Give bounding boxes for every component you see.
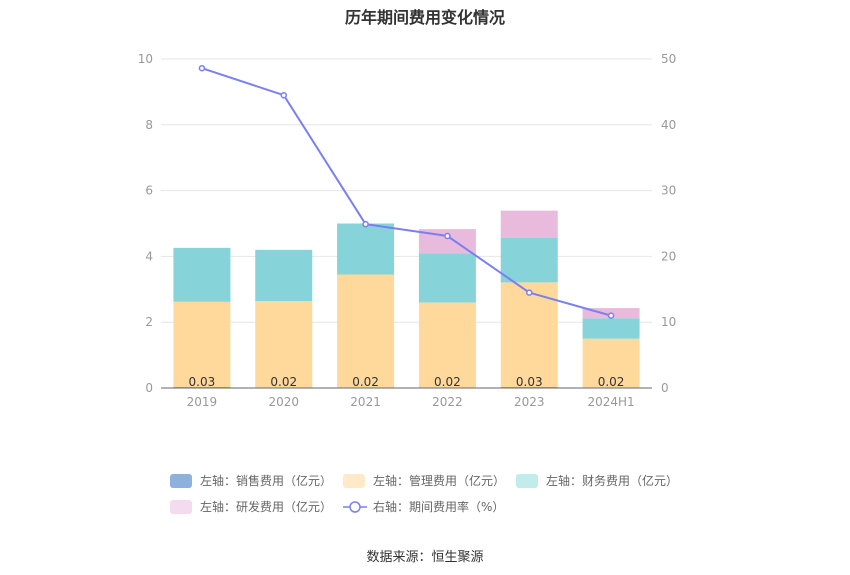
bar-value-label: 0.03 bbox=[516, 375, 543, 389]
y-left-tick-label: 8 bbox=[145, 118, 153, 132]
bar-value-label: 0.02 bbox=[270, 375, 297, 389]
legend-item-admin[interactable]: 左轴：管理费用（亿元） bbox=[343, 472, 505, 489]
legend-item-rnd[interactable]: 左轴：研发费用（亿元） bbox=[170, 498, 332, 515]
bar-segment-2 bbox=[418, 253, 476, 303]
bar-value-label: 0.02 bbox=[598, 375, 625, 389]
expense-ratio-point bbox=[198, 64, 206, 72]
bar-value-label: 0.02 bbox=[352, 375, 379, 389]
source-note: 数据来源：恒生聚源 bbox=[366, 550, 484, 565]
y-right-tick-label: 30 bbox=[661, 184, 676, 198]
legend-label-rnd: 左轴：研发费用（亿元） bbox=[200, 500, 333, 514]
legend-swatch-rnd bbox=[170, 499, 192, 514]
y-left-tick-label: 4 bbox=[145, 249, 153, 263]
bar-segment-2 bbox=[500, 237, 558, 283]
bar-segment-3 bbox=[500, 210, 558, 238]
legend-label-finance: 左轴：财务费用（亿元） bbox=[546, 474, 679, 488]
legend-line-icon bbox=[343, 500, 367, 513]
expense-ratio-point bbox=[607, 312, 615, 319]
y-right-tick-label: 0 bbox=[661, 381, 669, 395]
bar-segment-2 bbox=[337, 223, 395, 275]
y-right-tick-label: 20 bbox=[661, 249, 676, 263]
y-right-tick-label: 50 bbox=[661, 52, 676, 66]
y-left-tick-label: 0 bbox=[145, 381, 153, 395]
x-tick-label: 2020 bbox=[268, 395, 299, 409]
expense-ratio-line bbox=[201, 67, 612, 317]
legend-swatch-sales bbox=[170, 473, 192, 488]
chart-title: 历年期间费用变化情况 bbox=[344, 8, 505, 27]
legend-swatch-admin bbox=[343, 473, 365, 488]
legend-label-sales: 左轴：销售费用（亿元） bbox=[200, 474, 333, 488]
expense-ratio-point bbox=[362, 220, 369, 228]
bar-segment-2 bbox=[582, 318, 640, 339]
x-tick-label: 2024H1 bbox=[587, 395, 634, 409]
bar-segment-1 bbox=[500, 282, 558, 388]
expense-ratio-point bbox=[526, 289, 533, 296]
legend-item-finance[interactable]: 左轴：财务费用（亿元） bbox=[516, 472, 678, 489]
legend-swatch-finance bbox=[516, 473, 538, 488]
bar-segment-1 bbox=[337, 274, 395, 388]
bar-segment-2 bbox=[255, 249, 313, 302]
expense-ratio-point bbox=[280, 91, 287, 99]
bar-value-label: 0.03 bbox=[189, 375, 216, 389]
bar-segment-1 bbox=[582, 338, 640, 388]
y-left-tick-label: 6 bbox=[145, 184, 153, 198]
legend-label-admin: 左轴：管理费用（亿元） bbox=[373, 474, 506, 488]
legend-item-expense-ratio[interactable]: 右轴：期间费用率（%） bbox=[343, 498, 504, 515]
expense-ratio-point bbox=[444, 232, 451, 240]
bar-segment-1 bbox=[418, 302, 476, 388]
x-tick-label: 2019 bbox=[187, 395, 218, 409]
x-tick-label: 2023 bbox=[514, 395, 545, 409]
bar-segment-1 bbox=[255, 301, 313, 388]
y-right-tick-label: 10 bbox=[661, 315, 676, 329]
bar-segment-2 bbox=[173, 247, 231, 302]
y-left-tick-label: 10 bbox=[138, 52, 153, 66]
chart-plot: 0 2 4 6 8 10 0 10 20 30 40 50 2019 2020 2021 2022 2023 20… bbox=[138, 52, 677, 409]
legend-label-expense-ratio: 右轴：期间费用率（%） bbox=[373, 500, 505, 514]
bar-value-label: 0.02 bbox=[434, 375, 461, 389]
x-tick-label: 2022 bbox=[432, 395, 463, 409]
bar-segment-1 bbox=[173, 301, 231, 388]
y-left-tick-label: 2 bbox=[145, 315, 153, 329]
y-right-tick-label: 40 bbox=[661, 118, 676, 132]
x-tick-label: 2021 bbox=[350, 395, 381, 409]
legend-item-sales[interactable]: 左轴：销售费用（亿元） bbox=[170, 472, 332, 489]
